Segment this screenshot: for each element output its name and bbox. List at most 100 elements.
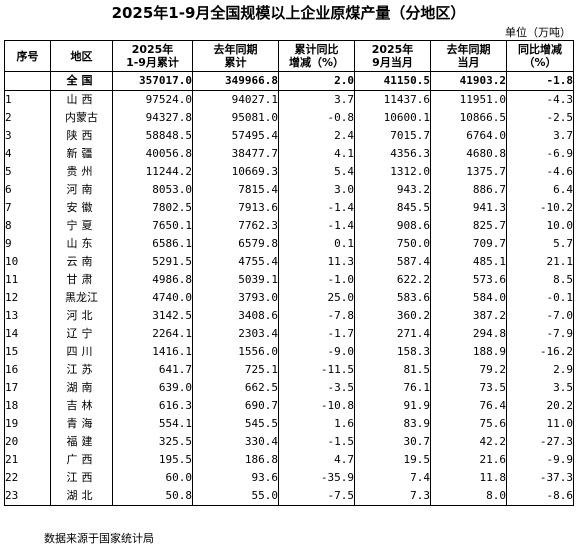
table-row: 18 吉林 616.3 690.7 -10.8 91.9 76.4 20.2 bbox=[4, 397, 574, 415]
cell-ytd: 641.7 bbox=[112, 361, 193, 379]
cell-ytd: 639.0 bbox=[112, 379, 193, 397]
cell-month: 845.5 bbox=[354, 199, 431, 217]
cell-seq: 3 bbox=[4, 127, 51, 145]
cell-ytd-yoy: 3.0 bbox=[278, 181, 355, 199]
cell-month: 360.2 bbox=[354, 307, 431, 325]
cell-ytd-prev: 3408.6 bbox=[192, 307, 279, 325]
cell-ytd-yoy: 1.6 bbox=[278, 415, 355, 433]
cell-month-yoy: 8.5 bbox=[506, 271, 574, 289]
cell-seq: 14 bbox=[4, 325, 51, 343]
cell-ytd-prev: 55.0 bbox=[192, 487, 279, 506]
cell-seq: 17 bbox=[4, 379, 51, 397]
cell-seq: 20 bbox=[4, 433, 51, 451]
cell-month-prev: 42.2 bbox=[430, 433, 507, 451]
cell-ytd: 50.8 bbox=[112, 487, 193, 506]
cell-month: 587.4 bbox=[354, 253, 431, 271]
header-row: 序号 地区 2025年 1-9月累计 去年同期 累计 累计同比 增减（%） 2025年… bbox=[4, 40, 574, 72]
cell-seq: 10 bbox=[4, 253, 51, 271]
cell-ytd: 4740.0 bbox=[112, 289, 193, 307]
cell-month-yoy: -2.5 bbox=[506, 109, 574, 127]
table-row: 11 甘肃 4986.8 5039.1 -1.0 622.2 573.6 8.5 bbox=[4, 271, 574, 289]
cell-region: 全国 bbox=[50, 71, 113, 91]
cell-month-yoy: 11.0 bbox=[506, 415, 574, 433]
table-row: 22 江西 60.0 93.6 -35.9 7.4 11.8 -37.3 bbox=[4, 469, 574, 487]
cell-month-yoy: -37.3 bbox=[506, 469, 574, 487]
cell-month-yoy: 3.5 bbox=[506, 379, 574, 397]
cell-month-prev: 41903.2 bbox=[430, 71, 507, 91]
table-row: 20 福建 325.5 330.4 -1.5 30.7 42.2 -27.3 bbox=[4, 433, 574, 451]
cell-seq: 7 bbox=[4, 199, 51, 217]
cell-ytd-yoy: 4.1 bbox=[278, 145, 355, 163]
cell-month-yoy: -10.2 bbox=[506, 199, 574, 217]
cell-month: 7.4 bbox=[354, 469, 431, 487]
cell-seq: 13 bbox=[4, 307, 51, 325]
cell-ytd-yoy: 4.7 bbox=[278, 451, 355, 469]
cell-region: 山东 bbox=[50, 235, 113, 253]
table-row: 21 广西 195.5 186.8 4.7 19.5 21.6 -9.9 bbox=[4, 451, 574, 469]
cell-ytd: 357017.0 bbox=[112, 71, 193, 91]
cell-ytd-yoy: -7.5 bbox=[278, 487, 355, 506]
table-row: 8 宁夏 7650.1 7762.3 -1.4 908.6 825.7 10.0 bbox=[4, 217, 574, 235]
cell-month-prev: 941.3 bbox=[430, 199, 507, 217]
cell-ytd-yoy: 2.4 bbox=[278, 127, 355, 145]
table-row: 16 江苏 641.7 725.1 -11.5 81.5 79.2 2.9 bbox=[4, 361, 574, 379]
cell-month: 30.7 bbox=[354, 433, 431, 451]
cell-month: 622.2 bbox=[354, 271, 431, 289]
cell-month-yoy: 2.9 bbox=[506, 361, 574, 379]
cell-ytd-prev: 349966.8 bbox=[192, 71, 279, 91]
cell-ytd-prev: 7815.4 bbox=[192, 181, 279, 199]
table-row: 15 四川 1416.1 1556.0 -9.0 158.3 188.9 -16.2 bbox=[4, 343, 574, 361]
cell-region: 湖南 bbox=[50, 379, 113, 397]
cell-ytd: 7650.1 bbox=[112, 217, 193, 235]
cell-region: 安徽 bbox=[50, 199, 113, 217]
cell-month: 271.4 bbox=[354, 325, 431, 343]
cell-month-yoy: -4.3 bbox=[506, 90, 574, 109]
cell-region: 江西 bbox=[50, 469, 113, 487]
cell-month-prev: 188.9 bbox=[430, 343, 507, 361]
table-row: 4 新疆 40056.8 38477.7 4.1 4356.3 4680.8 -6.9 bbox=[4, 145, 574, 163]
cell-month-prev: 825.7 bbox=[430, 217, 507, 235]
cell-ytd-prev: 5039.1 bbox=[192, 271, 279, 289]
cell-seq: 2 bbox=[4, 109, 51, 127]
table-row: 23 湖北 50.8 55.0 -7.5 7.3 8.0 -8.6 bbox=[4, 487, 574, 506]
cell-month-prev: 73.5 bbox=[430, 379, 507, 397]
unit-label: 单位（万吨） bbox=[505, 26, 571, 39]
cell-month-prev: 10866.5 bbox=[430, 109, 507, 127]
cell-month: 908.6 bbox=[354, 217, 431, 235]
cell-ytd: 3142.5 bbox=[112, 307, 193, 325]
cell-month-yoy: -7.9 bbox=[506, 325, 574, 343]
cell-ytd-prev: 2303.4 bbox=[192, 325, 279, 343]
cell-seq: 8 bbox=[4, 217, 51, 235]
cell-ytd-prev: 93.6 bbox=[192, 469, 279, 487]
cell-ytd-prev: 3793.0 bbox=[192, 289, 279, 307]
table-row: 9 山东 6586.1 6579.8 0.1 750.0 709.7 5.7 bbox=[4, 235, 574, 253]
cell-month-yoy: -0.1 bbox=[506, 289, 574, 307]
header-ytd: 2025年 1-9月累计 bbox=[112, 40, 193, 72]
cell-ytd: 60.0 bbox=[112, 469, 193, 487]
cell-seq: 18 bbox=[4, 397, 51, 415]
cell-region: 河南 bbox=[50, 181, 113, 199]
cell-ytd-yoy: -9.0 bbox=[278, 343, 355, 361]
cell-month: 19.5 bbox=[354, 451, 431, 469]
cell-ytd-prev: 6579.8 bbox=[192, 235, 279, 253]
header-month-yoy: 同比增减 （%） bbox=[506, 40, 574, 72]
cell-region: 吉林 bbox=[50, 397, 113, 415]
cell-ytd: 94327.8 bbox=[112, 109, 193, 127]
cell-month-prev: 21.6 bbox=[430, 451, 507, 469]
cell-month-prev: 79.2 bbox=[430, 361, 507, 379]
cell-ytd-yoy: 25.0 bbox=[278, 289, 355, 307]
cell-ytd: 11244.2 bbox=[112, 163, 193, 181]
cell-month: 11437.6 bbox=[354, 90, 431, 109]
cell-ytd-yoy: 3.7 bbox=[278, 90, 355, 109]
cell-month-yoy: 21.1 bbox=[506, 253, 574, 271]
cell-region: 贵州 bbox=[50, 163, 113, 181]
cell-ytd-yoy: -0.8 bbox=[278, 109, 355, 127]
cell-seq: 22 bbox=[4, 469, 51, 487]
cell-region: 内蒙古 bbox=[50, 109, 113, 127]
cell-seq: 12 bbox=[4, 289, 51, 307]
cell-region: 黑龙江 bbox=[50, 289, 113, 307]
cell-region: 江苏 bbox=[50, 361, 113, 379]
cell-ytd-yoy: -3.5 bbox=[278, 379, 355, 397]
cell-ytd: 1416.1 bbox=[112, 343, 193, 361]
cell-month-yoy: 5.7 bbox=[506, 235, 574, 253]
